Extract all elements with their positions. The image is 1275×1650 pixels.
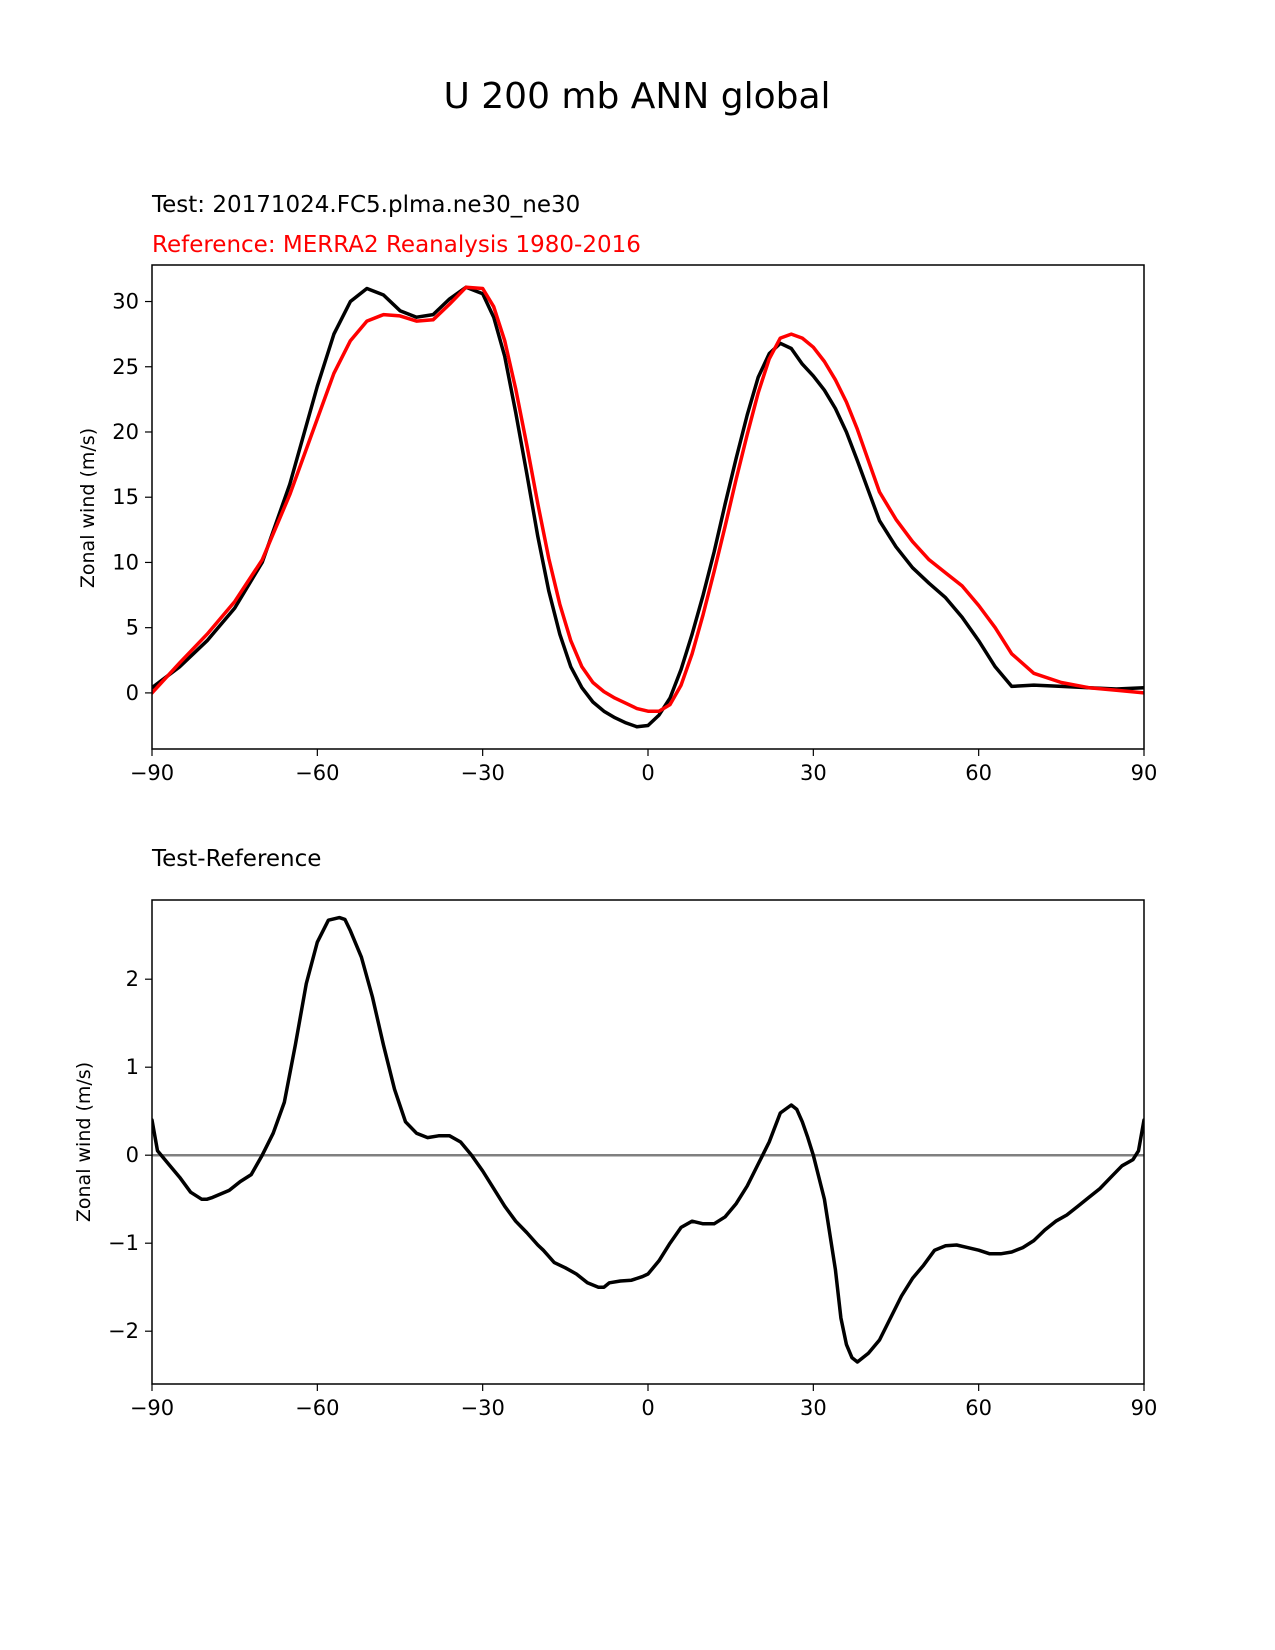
x-tick-label: 0 [641,1396,654,1420]
x-tick-label: 30 [800,761,827,785]
diff-subtitle: Test-Reference [151,846,321,872]
series-line-test-reference [152,915,1144,1364]
y-tick-label: 2 [126,967,139,991]
series-line-test [152,285,1144,729]
bottom-panel-lines [152,915,1144,1364]
top-panel-lines [152,285,1144,729]
bottom-panel-frame [151,899,1145,1385]
y-tick-label: 15 [112,485,139,509]
reference-subtitle: Reference: MERRA2 Reanalysis 1980-2016 [152,232,641,258]
x-tick-label: 0 [641,761,654,785]
x-tick-label: 30 [800,1396,827,1420]
y-tick-label: 0 [126,681,139,705]
x-tick-label: 90 [1131,1396,1158,1420]
y-tick-label: 0 [126,1143,139,1167]
y-tick-label: 5 [126,616,139,640]
y-tick-label: 10 [112,550,139,574]
y-axis-label: Zonal wind (m/s) [77,428,99,588]
y-tick-label: 30 [112,290,139,314]
x-tick-label: −60 [295,761,339,785]
y-tick-label: 20 [112,420,139,444]
x-tick-label: −90 [130,761,174,785]
y-tick-label: 25 [112,355,139,379]
series-line-reference [152,285,1144,713]
x-tick-label: −90 [130,1396,174,1420]
top-panel-frame [151,264,1145,750]
bottom-panel-ticks: −90 −60 −30 0 30 60 90 −2 −1 0 1 2 [108,967,1157,1420]
y-tick-label: −1 [108,1231,139,1255]
bottom-panel: Test-Reference Zonal wind (m/s) −90 −60 −3… [73,846,1157,1420]
x-tick-label: −60 [295,1396,339,1420]
top-panel-ticks: −90 −60 −30 0 30 60 90 0 5 10 15 20 25 30 [112,290,1157,785]
x-tick-label: 60 [965,761,992,785]
top-panel: Test: 20171024.FC5.plma.ne30_ne30 Refere… [77,192,1157,785]
y-tick-label: −2 [108,1319,139,1343]
x-tick-label: −30 [461,1396,505,1420]
x-tick-label: 90 [1131,761,1158,785]
y-axis-label: Zonal wind (m/s) [73,1062,95,1222]
x-tick-label: 60 [965,1396,992,1420]
y-tick-label: 1 [126,1055,139,1079]
x-tick-label: −30 [461,761,505,785]
test-subtitle: Test: 20171024.FC5.plma.ne30_ne30 [151,192,580,218]
figure-title: U 200 mb ANN global [443,76,830,117]
